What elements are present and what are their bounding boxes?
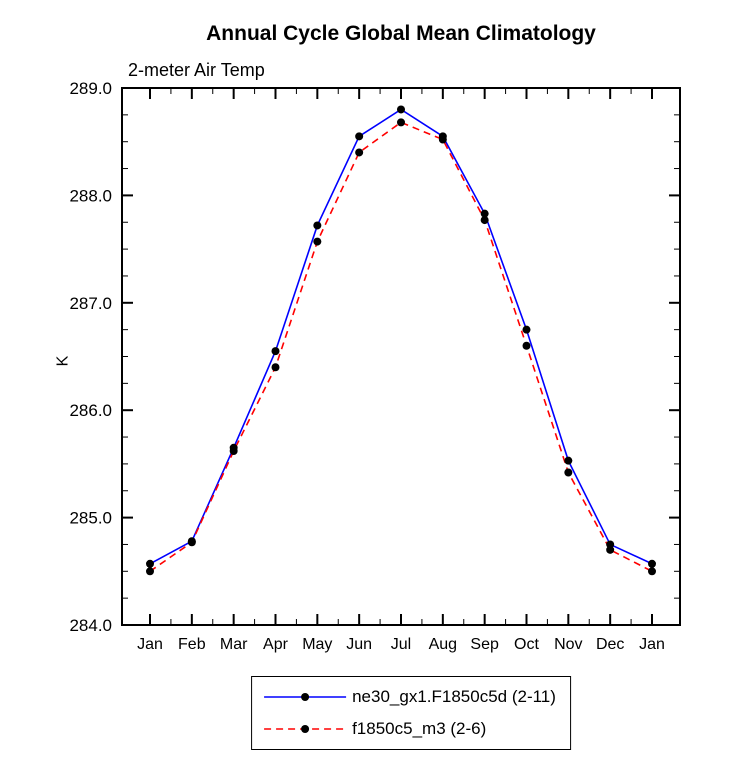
x-tick-label: Apr [263,636,289,653]
legend-line-sample-solid [264,693,347,701]
y-tick-label: 287.0 [69,294,112,313]
x-tick-label: Feb [178,636,206,653]
x-tick-label: Oct [514,636,539,653]
data-point [648,559,656,568]
data-point [229,447,238,456]
legend-label: ne30_gx1.F1850c5d (2-11) [352,687,556,706]
y-tick-label: 286.0 [69,401,112,420]
data-point [271,363,280,372]
x-tick-label: Jan [639,636,665,653]
data-point [564,456,573,465]
x-tick-label: May [302,636,332,653]
x-tick-label: Jul [391,636,411,653]
chart-subtitle: 2-meter Air Temp [128,60,265,80]
y-axis-ticks: 284.0 285.0 286.0 287.0 288.0 289.0 [69,79,680,635]
legend: ne30_gx1.F1850c5d (2-11) f1850c5_m3 (2-6… [251,676,571,750]
y-tick-label: 289.0 [69,79,112,98]
data-point [606,545,615,554]
x-tick-label: Nov [554,636,582,653]
data-point [313,237,322,246]
data-point [480,216,489,225]
data-point [271,347,280,356]
x-tick-label: Mar [220,636,248,653]
x-tick-label: Aug [429,636,457,653]
y-tick-label: 285.0 [69,509,112,528]
data-point [648,567,656,576]
legend-item: f1850c5_m3 (2-6) [262,714,556,744]
data-point [480,209,489,218]
x-tick-label: Sep [470,636,499,653]
x-tick-label: Dec [596,636,624,653]
y-axis-label: K [54,355,72,367]
legend-line-sample-dashed [264,725,347,733]
y-tick-label: 284.0 [69,616,112,635]
data-point [522,341,531,350]
data-point [146,559,154,568]
x-tick-label: Jun [346,636,372,653]
chart-title: Annual Cycle Global Mean Climatology [206,22,596,45]
data-point [397,105,405,114]
plot-frame [121,87,681,626]
x-axis-ticks: Jan Feb Mar Apr May Jun Jul Aug Sep Oct Nov Dec Jan [137,88,665,653]
data-point [397,118,405,127]
series-line-1 [149,121,653,573]
x-tick-label: Jan [137,636,163,653]
data-point [187,538,196,547]
legend-item: ne30_gx1.F1850c5d (2-11) [262,682,556,712]
data-point [522,325,531,334]
data-point [355,132,364,141]
data-point [564,468,573,477]
data-point [438,135,447,144]
series-line-0 [149,108,653,565]
data-point-markers [146,105,656,576]
data-point [313,221,322,230]
y-tick-label: 288.0 [69,186,112,205]
legend-label: f1850c5_m3 (2-6) [352,719,487,738]
data-point [146,567,154,576]
data-point [355,148,364,157]
